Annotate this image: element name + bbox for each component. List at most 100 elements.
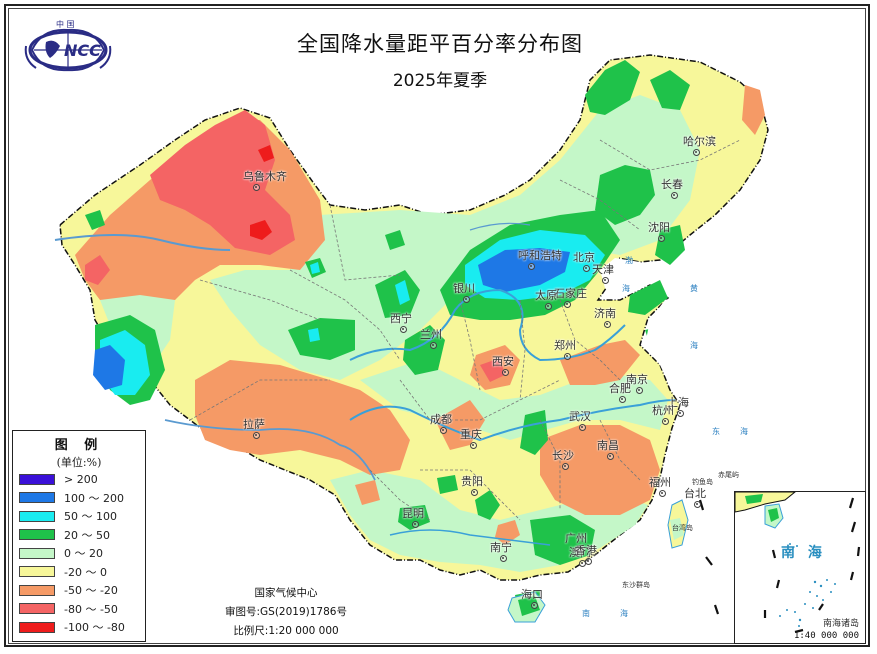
legend-item: -80 ～ -50 (19, 600, 145, 619)
legend-swatch (19, 510, 55, 522)
city-label: 郑州 (554, 339, 576, 352)
sea-label: 南 (582, 609, 590, 618)
sea-label: 海 (690, 341, 698, 350)
legend-swatch (19, 584, 55, 596)
city-label: 海口 (521, 588, 543, 601)
city-label: 西宁 (390, 312, 412, 325)
city-label: 福州 (649, 476, 671, 489)
inset-name: 南海诸岛 (822, 619, 859, 629)
legend-swatch (19, 566, 55, 578)
city-label: 沈阳 (648, 221, 670, 234)
svg-text:中 国: 中 国 (56, 19, 75, 29)
south-china-sea-inset: 南 海 南海诸岛 1:40 000 000 (734, 491, 866, 644)
city-label: 合肥 (609, 382, 631, 395)
city-label: 银川 (453, 282, 475, 295)
city-marker-icon (662, 418, 669, 425)
city-marker-icon (604, 321, 611, 328)
city-label: 石家庄 (554, 287, 587, 300)
sea-label: 海 (740, 427, 748, 436)
city-label: 太原 (535, 289, 557, 302)
city-label: 天津 (592, 263, 614, 276)
island-label: 东沙群岛 (622, 581, 650, 589)
legend-swatch (19, 492, 55, 504)
map-inner-frame (8, 8, 866, 644)
legend-item: > 200 (19, 470, 145, 489)
city-label: 乌鲁木齐 (243, 170, 287, 183)
city-marker-icon (694, 501, 701, 508)
island-label: 赤尾屿 (718, 471, 739, 479)
city-marker-icon (471, 489, 478, 496)
legend-unit: (单位:%) (56, 456, 102, 469)
city-marker-icon (579, 424, 586, 431)
city-label: 香港 (575, 544, 597, 557)
city-label: 上海 (667, 396, 689, 409)
city-marker-icon (463, 296, 470, 303)
city-label: 南宁 (490, 541, 512, 554)
city-label: 南昌 (597, 439, 619, 452)
city-marker-icon (619, 396, 626, 403)
city-marker-icon (602, 277, 609, 284)
city-label: 长沙 (552, 449, 574, 462)
city-marker-icon (400, 326, 407, 333)
city-label: 南京 (626, 373, 648, 386)
legend-swatch (19, 603, 55, 615)
svg-text:NCC: NCC (64, 41, 101, 60)
map-title: 全国降水量距平百分率分布图 (297, 32, 583, 56)
city-marker-icon (659, 490, 666, 497)
city-marker-icon (528, 263, 535, 270)
city-label: 拉萨 (243, 418, 265, 431)
map-scale: 比例尺:1:20 000 000 (233, 625, 339, 637)
legend-item: -20 ～ 0 (19, 563, 145, 582)
city-marker-icon (430, 342, 437, 349)
legend-item: 0 ～ 20 (19, 544, 145, 563)
city-label: 济南 (594, 307, 616, 320)
city-label: 长春 (661, 178, 683, 191)
city-label: 成都 (430, 413, 452, 426)
city-label: 武汉 (569, 410, 591, 423)
city-marker-icon (585, 558, 592, 565)
legend-swatch (19, 473, 55, 485)
legend-swatch (19, 529, 55, 541)
city-label: 贵阳 (461, 475, 483, 488)
legend-swatch (19, 621, 55, 633)
sea-label: 海 (622, 284, 630, 293)
ncc-emblem-icon: NCC 中 国 (24, 19, 112, 72)
city-marker-icon (658, 235, 665, 242)
legend-panel: 图 例 (单位:%) > 200 100 ～ 200 50 ～ 100 20 ～… (12, 430, 146, 642)
city-label: 广州 (565, 532, 587, 545)
map-outer-frame (4, 4, 870, 647)
inset-map (735, 492, 861, 634)
city-marker-icon (531, 602, 538, 609)
city-label: 重庆 (460, 428, 482, 441)
city-marker-icon (607, 453, 614, 460)
city-marker-icon (636, 387, 643, 394)
city-marker-icon (253, 432, 260, 439)
city-label: 呼和浩特 (518, 249, 562, 262)
map-subtitle: 2025年夏季 (392, 71, 488, 91)
legend-item: -100 ～ -80 (19, 618, 145, 637)
inset-scale: 1:40 000 000 (793, 631, 859, 641)
city-label: 昆明 (402, 507, 424, 520)
sea-label: 东 (712, 427, 720, 436)
city-marker-icon (575, 546, 582, 553)
map-footer: 国家气候中心 审图号:GS(2019)1786号 比例尺:1:20 000 00… (186, 584, 386, 641)
city-marker-icon (564, 301, 571, 308)
city-marker-icon (502, 369, 509, 376)
city-marker-icon (545, 303, 552, 310)
sea-label: 渤 (625, 256, 633, 265)
city-marker-icon (583, 265, 590, 272)
city-marker-icon (440, 427, 447, 434)
inset-sea-label: 南 海 (781, 545, 826, 561)
legend-item: -50 ～ -20 (19, 581, 145, 600)
ncc-logo: NCC 中 国 (22, 18, 114, 76)
island-label: 台湾岛 (672, 524, 693, 532)
city-marker-icon (564, 353, 571, 360)
city-marker-icon (693, 149, 700, 156)
city-label: 杭州 (652, 404, 674, 417)
city-marker-icon (671, 192, 678, 199)
city-label: 澳门 (569, 546, 591, 559)
approval-number: 审图号:GS(2019)1786号 (225, 606, 347, 618)
legend-title: 图 例 (54, 438, 104, 453)
legend-item: 50 ～ 100 (19, 507, 145, 526)
